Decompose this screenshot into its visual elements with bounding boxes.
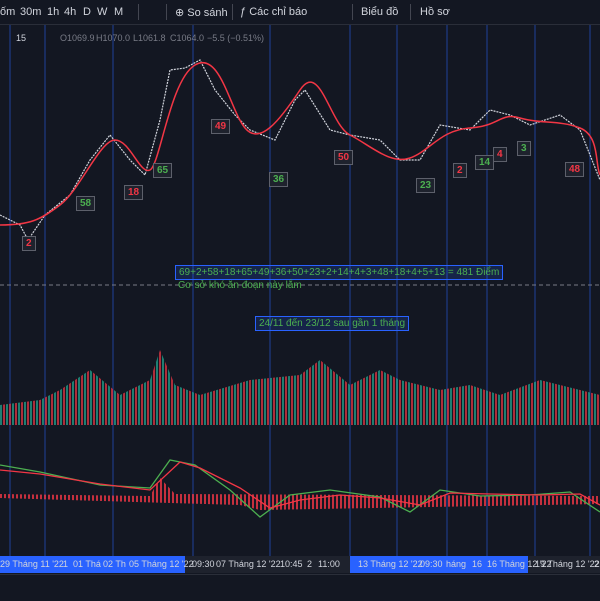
timeframe[interactable]: 4h (64, 6, 77, 18)
period-note: 24/11 đến 23/12 sau gần 1 tháng (255, 316, 410, 331)
point-label: 2 (22, 236, 36, 251)
price (0, 59, 600, 242)
macd-histogram (0, 478, 600, 510)
time-label: 13 Tháng 12 '22 (358, 559, 423, 569)
time-label: 16 Tháng 12 '22 (487, 559, 552, 569)
time-label: 07 Tháng 12 '22 (216, 559, 281, 569)
interval: 15 (16, 33, 27, 43)
point-label: 36 (269, 172, 289, 187)
time-label: 29 Tháng 11 '22 (0, 559, 64, 569)
sum-note: 69+2+58+18+65+49+36+50+23+2+14+4+3+48+18… (175, 265, 504, 280)
time-label: 02 Th (103, 559, 126, 569)
close: C1064.0 (170, 33, 205, 43)
change: −5.5 (−0.51%) (207, 33, 265, 43)
time-label: háng (446, 559, 467, 569)
timeframe[interactable]: 30m (20, 6, 42, 18)
time-label: 10:45 (280, 559, 303, 569)
macd-line (0, 459, 600, 518)
timeframe[interactable]: 1h (47, 6, 60, 18)
point-label: 65 (153, 163, 173, 178)
point-label: 2 (453, 163, 467, 178)
time-label: 05 Tháng 12 '22 (129, 559, 194, 569)
point-label: 4 (493, 147, 507, 162)
time-axis: 29 Tháng 11 '22 1 01 Thá 02 Th 05 Tháng … (0, 556, 600, 573)
indicators-button[interactable]: ƒ Các chỉ báo (240, 6, 308, 18)
time-label: 1 (63, 559, 69, 569)
timeframe[interactable]: D (83, 6, 91, 18)
comment-note: Cơ sở khó ăn đoạn này lắm (178, 280, 302, 291)
high: H1070.0 (96, 33, 131, 43)
point-label: 23 (416, 178, 436, 193)
session-lines (9, 24, 591, 556)
low: L1061.8 (133, 33, 166, 43)
point-label: 18 (124, 185, 144, 200)
point-label: 58 (76, 196, 96, 211)
time-label: 01 Thá (73, 559, 101, 569)
bottom-bar (0, 574, 600, 601)
point-label: 14 (475, 155, 495, 170)
profile-button[interactable]: Hồ sơ (420, 6, 450, 18)
time-label: 2 (594, 559, 600, 569)
time-label: 09:30 (420, 559, 443, 569)
time-label: 09:30 (192, 559, 215, 569)
time-label: 11:00 (318, 559, 340, 569)
indicators-label: Các chỉ báo (249, 6, 308, 18)
compare-label: So sánh (187, 7, 228, 19)
point-label: 3 (517, 141, 531, 156)
timeframe[interactable]: ốm (0, 6, 16, 18)
toolbar: ốm 30m 1h 4h D W M ⊕ So sánh ƒ Các chỉ b… (0, 0, 600, 25)
moving-average (0, 61, 600, 226)
compare-button[interactable]: ⊕ So sánh (175, 7, 228, 19)
point-label: 50 (334, 150, 354, 165)
open: O1069.9 (60, 33, 95, 43)
volume (0, 350, 600, 425)
time-label: 2 (307, 559, 313, 569)
time-label: 19 Tháng 12 '22 (535, 559, 600, 569)
signal-line (0, 461, 600, 509)
timeframe[interactable]: W (97, 6, 108, 18)
timeframe[interactable]: M (114, 6, 124, 18)
time-label: 16 (472, 559, 483, 569)
point-label: 49 (211, 119, 231, 134)
point-label: 48 (565, 162, 585, 177)
chart-type-button[interactable]: Biểu đồ (361, 6, 399, 18)
